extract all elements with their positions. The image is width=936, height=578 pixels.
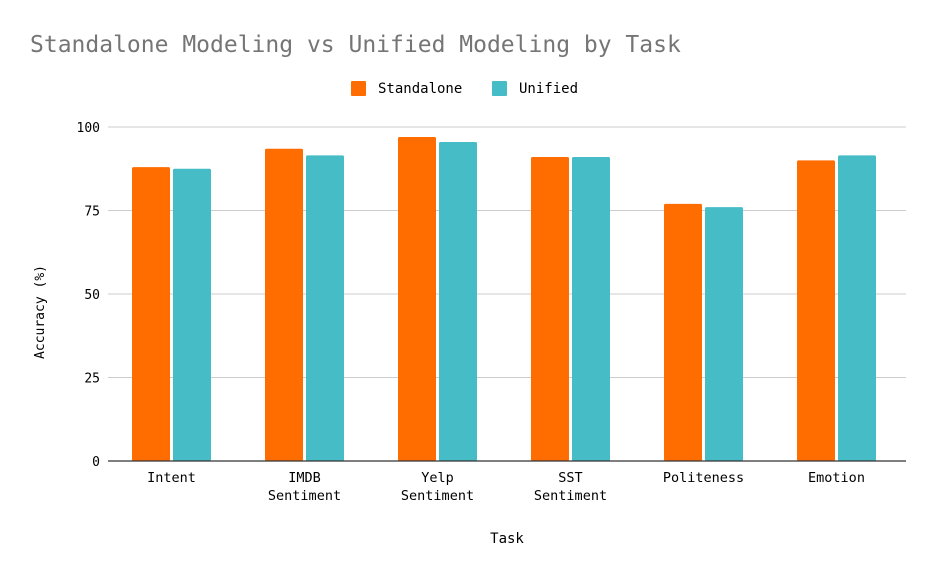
- x-tick-line: Sentiment: [401, 488, 474, 504]
- y-axis-ticks: 0 25 50 75 100: [77, 121, 100, 470]
- x-axis-ticks: Intent IMDB Sentiment Yelp Sentiment SST Senti…: [147, 470, 865, 504]
- chart-title: Standalone Modeling vs Unified Modeling …: [30, 32, 681, 58]
- bar-standalone-4: [664, 203, 702, 461]
- y-tick-label: 0: [92, 455, 100, 470]
- legend-swatch-standalone: [351, 81, 366, 96]
- legend-label-unified: Unified: [519, 81, 578, 97]
- bar-unified-1: [306, 155, 344, 461]
- y-tick-label: 75: [84, 205, 100, 220]
- y-axis-label: Accuracy (%): [33, 265, 48, 359]
- x-tick-label: Yelp Sentiment: [401, 470, 474, 504]
- x-tick-label: Intent: [147, 470, 196, 486]
- legend: Standalone Unified: [351, 81, 578, 97]
- bar-unified-2: [439, 142, 477, 461]
- x-tick-line: IMDB: [288, 470, 321, 486]
- x-tick-label: SST Sentiment: [534, 470, 607, 504]
- bar-unified-5: [838, 155, 876, 461]
- x-axis-label: Task: [490, 531, 524, 547]
- x-tick-label: Politeness: [663, 470, 744, 486]
- bar-unified-3: [572, 157, 610, 461]
- bar-standalone-3: [531, 157, 569, 461]
- bar-unified-0: [173, 168, 211, 461]
- bar-standalone-5: [797, 160, 835, 461]
- legend-label-standalone: Standalone: [378, 81, 462, 97]
- gridlines: [108, 126, 906, 378]
- legend-swatch-unified: [492, 81, 507, 96]
- x-tick-line: Yelp: [421, 470, 454, 486]
- x-tick-line: SST: [558, 470, 582, 486]
- x-tick-label: IMDB Sentiment: [268, 470, 341, 504]
- x-tick-line: Politeness: [663, 470, 744, 486]
- x-tick-line: Emotion: [808, 470, 865, 486]
- x-tick-line: Sentiment: [534, 488, 607, 504]
- x-tick-line: Sentiment: [268, 488, 341, 504]
- y-tick-label: 25: [84, 372, 100, 387]
- y-tick-label: 50: [84, 288, 100, 303]
- bar-standalone-2: [398, 137, 436, 461]
- y-tick-label: 100: [77, 121, 100, 136]
- bar-standalone-0: [132, 167, 170, 461]
- x-tick-label: Emotion: [808, 470, 865, 486]
- bar-unified-4: [705, 207, 743, 461]
- x-tick-line: Intent: [147, 470, 196, 486]
- bars: [132, 137, 876, 461]
- bar-standalone-1: [265, 148, 303, 461]
